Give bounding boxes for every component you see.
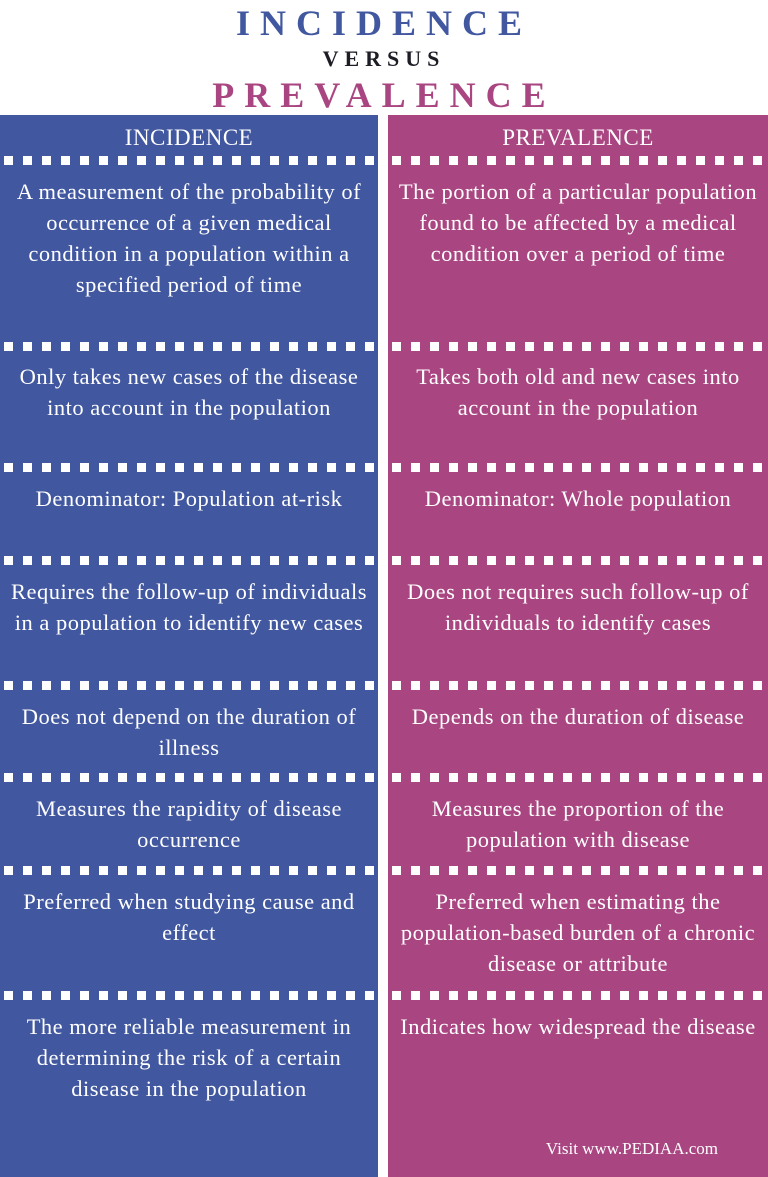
incidence-point: The more reliable measurement in determi…: [26, 1014, 352, 1101]
dotted-divider: [392, 866, 768, 875]
title-prevalence: PREVALENCE: [212, 75, 556, 115]
dotted-divider: [4, 866, 378, 875]
dotted-divider: [392, 681, 768, 690]
prevalence-column: PREVALENCE The portion of a particular po…: [388, 115, 768, 1177]
dotted-divider: [4, 342, 378, 351]
incidence-point: Preferred when studying cause and effect: [23, 889, 355, 945]
incidence-header: INCIDENCE: [124, 125, 254, 150]
incidence-point: Does not depend on the duration of illne…: [21, 704, 357, 760]
title-incidence: INCIDENCE: [235, 3, 533, 43]
dotted-divider: [392, 156, 768, 165]
prevalence-point: Takes both old and new cases into accoun…: [416, 364, 740, 420]
dotted-divider: [4, 991, 378, 1000]
dotted-divider: [392, 342, 768, 351]
dotted-divider: [4, 556, 378, 565]
dotted-divider: [392, 556, 768, 565]
incidence-point: Measures the rapidity of disease occurre…: [36, 796, 342, 852]
incidence-point: A measurement of the probability of occu…: [16, 179, 362, 297]
prevalence-point: Denominator: Whole population: [424, 486, 732, 511]
credit-text: Visit www.PEDIAA.com: [545, 1139, 718, 1158]
title-versus: VERSUS: [322, 46, 446, 71]
incidence-point: Only takes new cases of the disease into…: [19, 364, 359, 420]
dotted-divider: [4, 463, 378, 472]
incidence-point: Requires the follow-up of individuals in…: [11, 579, 367, 635]
prevalence-point: Measures the proportion of the populatio…: [431, 796, 725, 852]
dotted-divider: [392, 991, 768, 1000]
prevalence-point: The portion of a particular population f…: [398, 179, 758, 266]
prevalence-header: PREVALENCE: [502, 125, 654, 150]
prevalence-point: Does not requires such follow-up of indi…: [407, 579, 749, 635]
incidence-column: INCIDENCE A measurement of the probabilit…: [0, 115, 378, 1177]
dotted-divider: [392, 773, 768, 782]
prevalence-point: Indicates how widespread the disease: [400, 1014, 756, 1039]
incidence-point: Denominator: Population at-risk: [35, 486, 343, 511]
dotted-divider: [4, 681, 378, 690]
dotted-divider: [4, 156, 378, 165]
prevalence-point: Depends on the duration of disease: [411, 704, 745, 729]
dotted-divider: [4, 773, 378, 782]
dotted-divider: [392, 463, 768, 472]
prevalence-point: Preferred when estimating the population…: [400, 889, 756, 976]
